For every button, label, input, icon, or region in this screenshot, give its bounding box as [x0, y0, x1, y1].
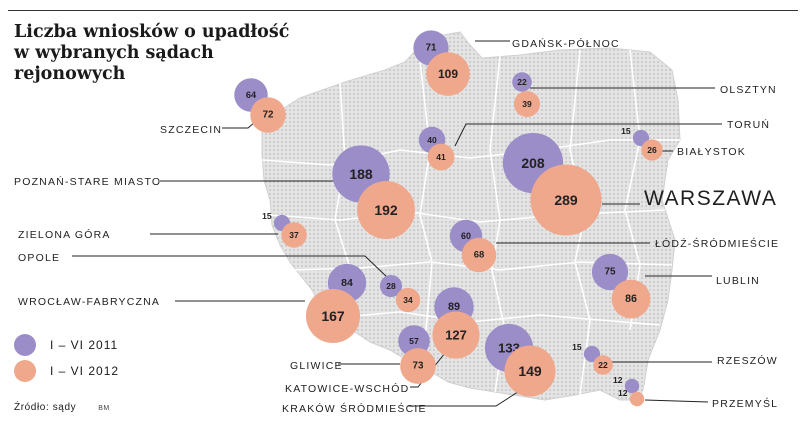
label-krakow-srodmiescie: KRAKÓW ŚRÓDMIEŚCIE — [282, 403, 427, 415]
label-bialystok: BIAŁYSTOK — [677, 146, 746, 158]
przemysl-2011-value: 12 — [613, 375, 623, 385]
label-przemysl: PRZEMYŚL — [712, 398, 779, 410]
poznan-stare-miasto-2012-bubble — [357, 181, 415, 239]
katowice-wschod-2012-value: 127 — [445, 328, 467, 343]
katowice-wschod-2011-value: 89 — [448, 301, 460, 313]
lublin-2011-bubble — [591, 253, 629, 291]
rzeszow-2011-value: 15 — [572, 342, 582, 352]
title-line-2: w wybranych sądach — [14, 43, 214, 63]
szczecin-2012-bubble — [250, 97, 286, 133]
label-wroclaw-fabryczna: WROCŁAW-FABRYCZNA — [18, 296, 161, 308]
leader-lines — [72, 40, 722, 407]
rzeszow-2012-bubble — [593, 355, 613, 375]
label-gdansk-polnoc: GDAŃSK-PÓŁNOC — [512, 38, 620, 50]
lodz-srodmiescie-2012-bubble — [461, 237, 497, 273]
legend-label-2011: I – VI 2011 — [50, 338, 119, 352]
label-lodz-srodmiescie: ŁÓDŹ-ŚRÓDMIEŚCIE — [655, 238, 780, 250]
krakow-srodmiescie-2012-bubble — [504, 345, 556, 397]
legend-label-2012: I – VI 2012 — [50, 364, 120, 378]
leader-torun — [454, 123, 722, 147]
szczecin-2012-value: 72 — [263, 110, 274, 121]
leader-opole — [72, 255, 391, 281]
katowice-wschod-2012-bubble — [432, 311, 480, 359]
source-note: Źródło: sądy BM — [14, 402, 110, 413]
olsztyn-2012-value: 39 — [522, 99, 532, 109]
opole-2012-value: 34 — [403, 295, 413, 305]
przemysl-2012-bubble — [629, 391, 645, 407]
title-line-1: Liczba wniosków o upadłość — [14, 22, 290, 42]
przemysl-2012-value: 12 — [618, 388, 628, 398]
torun-2012-bubble — [427, 143, 455, 171]
olsztyn-2011-bubble — [512, 72, 532, 92]
bialystok-2011-value: 15 — [621, 126, 631, 136]
label-katowice-wschod: KATOWICE-WSCHÓD — [285, 383, 410, 395]
source-text: Źródło: sądy — [14, 402, 77, 413]
wroclaw-fabryczna-2011-value: 84 — [341, 277, 353, 289]
zielona-gora-2012-value: 37 — [289, 230, 299, 240]
przemysl-2011-bubble — [624, 378, 640, 394]
leader-szczecin — [222, 121, 256, 129]
bubbles: 71 109 22 39 64 72 40 41 15 26 188 192 208 289 15 37 606… — [234, 30, 663, 407]
opole-2012-bubble — [395, 287, 421, 313]
label-zielona-gora: ZIELONA GÓRA — [18, 229, 111, 241]
poznan-stare-miasto-2011-value: 188 — [349, 166, 373, 182]
wroclaw-fabryczna-2012-value: 167 — [321, 308, 345, 324]
lodz-srodmiescie-2011-value: 60 — [461, 231, 471, 241]
krakow-srodmiescie-2012-value: 149 — [518, 363, 542, 379]
lodz-srodmiescie-2012-value: 68 — [474, 250, 485, 261]
top-rule — [8, 10, 798, 11]
label-olsztyn: OLSZTYN — [720, 84, 777, 96]
warszawa-2011-value: 208 — [521, 155, 545, 171]
title-line-3: rejonowych — [14, 64, 126, 84]
gdansk-polnoc-2012-value: 109 — [438, 67, 458, 81]
olsztyn-2011-value: 22 — [517, 77, 527, 87]
gdansk-polnoc-2011-value: 71 — [426, 43, 437, 54]
legend-swatch-2012 — [14, 360, 36, 382]
gdansk-polnoc-2012-bubble — [426, 52, 470, 96]
zielona-gora-2012-bubble — [281, 222, 307, 248]
chart-title: Liczba wniosków o upadłość w wybranych s… — [14, 22, 314, 85]
label-gliwice: GLIWICE — [290, 360, 343, 372]
gliwice-2012-bubble — [400, 348, 436, 384]
szczecin-2011-value: 64 — [246, 90, 257, 100]
label-lublin: LUBLIN — [716, 275, 760, 287]
source-mark: BM — [98, 405, 110, 412]
warszawa-2012-bubble — [530, 164, 602, 236]
torun-2012-value: 41 — [436, 152, 446, 162]
lublin-2012-value: 86 — [625, 293, 637, 305]
bialystok-2012-value: 26 — [647, 145, 657, 155]
leader-krakow-srodmiescie — [408, 389, 522, 407]
lublin-2012-bubble — [611, 279, 651, 319]
poznan-stare-miasto-2012-value: 192 — [374, 202, 398, 218]
label-szczecin: SZCZECIN — [160, 124, 223, 136]
torun-2011-value: 40 — [427, 135, 437, 145]
opole-2011-value: 28 — [386, 281, 396, 291]
rzeszow-2011-bubble — [583, 345, 601, 363]
leader-katowice-wschod — [410, 352, 446, 388]
label-torun: TORUŃ — [727, 119, 771, 131]
legend-item-2011: I – VI 2011 — [14, 334, 118, 356]
leader-przemysl — [644, 399, 709, 403]
zielona-gora-2011-value: 15 — [262, 211, 272, 221]
rzeszow-2012-value: 22 — [598, 360, 608, 370]
legend-swatch-2011 — [14, 334, 36, 356]
legend-item-2012: I – VI 2012 — [14, 360, 119, 382]
lublin-2011-value: 75 — [604, 267, 616, 278]
label-rzeszow: RZESZÓW — [717, 355, 778, 367]
wroclaw-fabryczna-2012-bubble — [305, 288, 361, 344]
label-opole: OPOLE — [18, 252, 61, 264]
label-warszawa: WARSZAWA — [644, 187, 778, 210]
gliwice-2011-value: 57 — [409, 336, 419, 346]
label-poznan-stare-miasto: POZNAŃ-STARE MIASTO — [14, 176, 162, 188]
olsztyn-2012-bubble — [513, 90, 541, 118]
bialystok-2012-bubble — [641, 139, 663, 161]
warszawa-2012-value: 289 — [554, 192, 578, 208]
opole-2011-bubble — [379, 274, 403, 298]
gliwice-2012-value: 73 — [413, 361, 424, 372]
